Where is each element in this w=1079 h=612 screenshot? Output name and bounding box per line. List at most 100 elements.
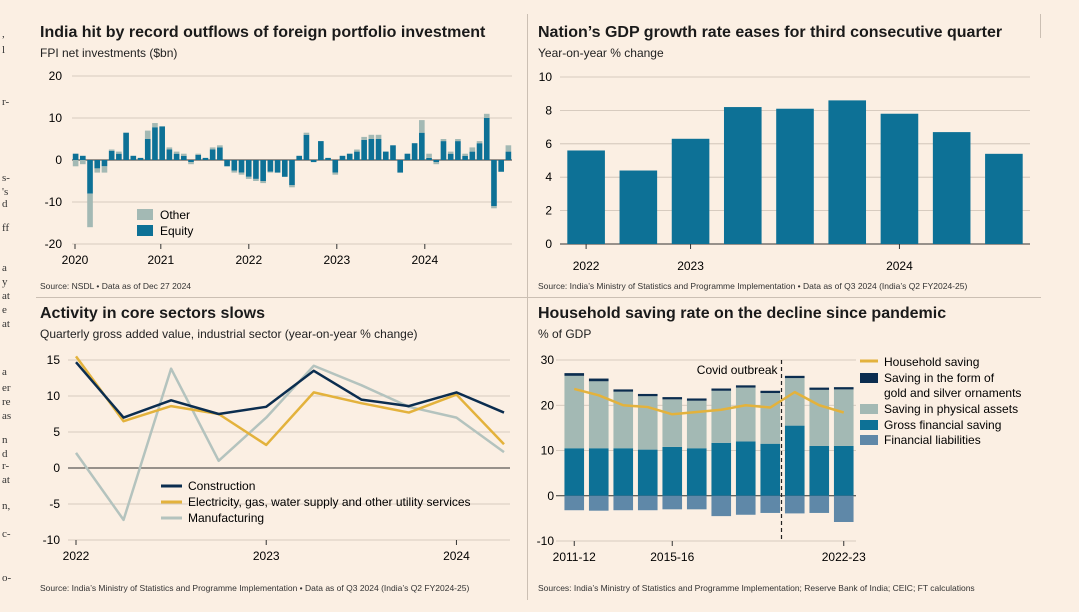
fpi-other-bar: [116, 151, 122, 154]
fpi-equity-bar: [123, 132, 129, 160]
fpi-other-bar: [217, 145, 223, 148]
fpi-other-bar: [447, 151, 454, 154]
margin-fragment: n: [2, 434, 8, 446]
fpi-equity-bar: [245, 160, 252, 177]
fpi-equity-bar: [180, 155, 187, 160]
saving-panel: Household saving rate on the decline sin…: [537, 305, 1038, 600]
core-panel: Activity in core sectors slows Quarterly…: [40, 305, 520, 600]
saving-legend-swatch-gross: [860, 420, 878, 430]
fpi-equity-bar: [440, 141, 447, 160]
saving-gold-bar: [735, 385, 756, 388]
fpi-y-tick-label: 20: [49, 69, 63, 83]
fpi-equity-bar: [361, 139, 367, 160]
core-line-construction: [75, 361, 505, 419]
fpi-other-bar: [188, 162, 194, 165]
fpi-equity-bar: [281, 160, 288, 177]
fpi-other-bar: [238, 172, 245, 175]
vertical-divider: [527, 14, 528, 600]
fpi-other-bar: [440, 139, 447, 142]
fpi-other-bar: [433, 162, 440, 165]
gdp-bar: [671, 138, 710, 244]
saving-gross-financial-bar: [686, 448, 707, 496]
fpi-equity-bar: [80, 155, 86, 160]
fpi-equity-bar: [274, 160, 281, 173]
fpi-other-bar: [469, 147, 476, 152]
fpi-equity-bar: [462, 155, 468, 160]
saving-gross-financial-bar: [637, 449, 658, 496]
gdp-bar: [619, 170, 658, 244]
fpi-equity-bar: [173, 153, 180, 160]
fpi-y-tick-label: 0: [55, 153, 62, 167]
fpi-other-bar: [375, 134, 382, 139]
fpi-equity-bar: [404, 153, 411, 160]
saving-physical-bar: [735, 387, 756, 442]
margin-fragment: y: [2, 276, 8, 288]
fpi-other-bar: [101, 166, 108, 173]
saving-gross-financial-bar: [662, 446, 683, 496]
core-legend-label: Manufacturing: [188, 511, 264, 525]
fpi-equity-bar: [152, 127, 158, 160]
fpi-equity-bar: [354, 151, 360, 160]
margin-fragment: c-: [2, 528, 11, 540]
margin-fragment: a: [2, 262, 7, 274]
fpi-legend-swatch-equity: [137, 225, 153, 236]
fpi-source: Source: NSDL • Data as of Dec 27 2024: [40, 281, 192, 291]
saving-physical-bar: [760, 393, 781, 444]
fpi-other-bar: [173, 151, 180, 154]
saving-gross-financial-bar: [760, 443, 781, 496]
saving-liabilities-bar: [809, 495, 830, 513]
fpi-other-bar: [108, 149, 115, 151]
gdp-y-tick-label: 6: [545, 137, 552, 151]
margin-fragment: n,: [2, 500, 11, 512]
fpi-equity-bar: [411, 143, 418, 160]
fpi-equity-bar: [116, 153, 122, 160]
fpi-equity-bar: [260, 160, 266, 181]
margin-fragment: d: [2, 448, 8, 460]
fpi-other-bar: [354, 149, 360, 152]
saving-gold-bar: [564, 373, 585, 376]
fpi-other-bar: [231, 170, 238, 173]
saving-physical-bar: [613, 391, 634, 449]
margin-fragment: re: [2, 396, 11, 408]
saving-subtitle: % of GDP: [538, 327, 592, 341]
core-source: Source: India’s Ministry of Statistics a…: [40, 583, 470, 593]
fpi-equity-bar: [87, 160, 93, 194]
saving-legend-swatch-physical: [860, 404, 878, 414]
saving-title: Household saving rate on the decline sin…: [538, 305, 947, 322]
fpi-equity-bar: [231, 160, 238, 171]
gdp-y-tick-label: 4: [545, 170, 552, 184]
saving-physical-bar: [784, 378, 805, 426]
core-y-tick-label: -5: [49, 497, 60, 511]
margin-fragment: d: [2, 198, 8, 210]
saving-legend-swatch-liabilities: [860, 435, 878, 445]
fpi-equity-bar: [469, 151, 476, 160]
gdp-x-tick-label: 2022: [573, 259, 600, 273]
fpi-other-bar: [303, 132, 310, 135]
margin-fragment: at: [2, 474, 10, 486]
core-legend-label: Construction: [188, 479, 255, 493]
fpi-equity-bar: [108, 150, 115, 160]
saving-covid-label: Covid outbreak: [697, 363, 779, 377]
saving-gross-financial-bar: [735, 441, 756, 496]
fpi-other-bar: [72, 160, 79, 167]
fpi-equity-bar: [318, 141, 324, 160]
fpi-legend-equity: Equity: [160, 224, 193, 238]
core-y-tick-label: 15: [47, 353, 61, 367]
gdp-source: Source: India’s Ministry of Statistics a…: [538, 281, 968, 291]
gdp-bar: [776, 108, 814, 244]
saving-liabilities-bar: [588, 495, 609, 511]
margin-fragment: 's: [2, 186, 9, 198]
fpi-other-bar: [253, 178, 259, 181]
core-subtitle: Quarterly gross added value, industrial …: [40, 327, 418, 341]
gdp-y-tick-label: 8: [545, 103, 552, 117]
fpi-x-tick-label: 2022: [235, 253, 262, 267]
fpi-title: India hit by record outflows of foreign …: [40, 24, 486, 41]
saving-y-tick-label: 20: [541, 398, 555, 412]
fpi-other-bar: [491, 206, 497, 209]
fpi-other-bar: [505, 145, 512, 152]
fpi-legend-other: Other: [160, 208, 190, 222]
saving-physical-bar: [662, 399, 683, 447]
core-chart: -10 -5 0 5 10 15 2022 2023 2024 Construction Elect…: [43, 353, 510, 563]
saving-gold-bar: [784, 375, 805, 379]
saving-liabilities-bar: [711, 495, 732, 517]
